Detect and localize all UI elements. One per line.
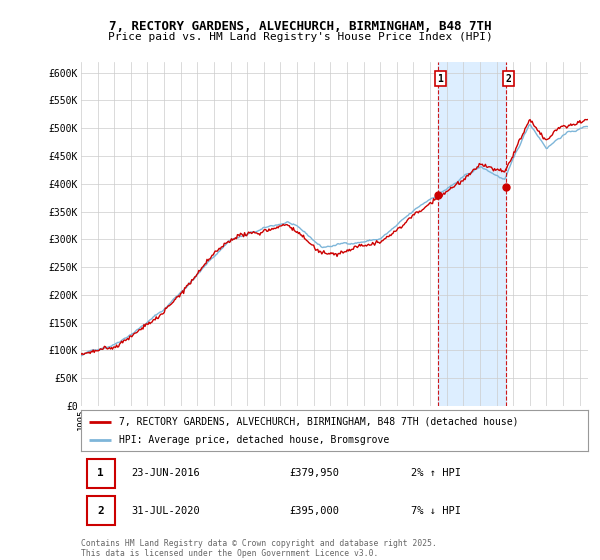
Text: 31-JUL-2020: 31-JUL-2020 [132, 506, 200, 516]
Text: £379,950: £379,950 [289, 468, 339, 478]
Text: 1: 1 [437, 74, 443, 84]
Text: 7, RECTORY GARDENS, ALVECHURCH, BIRMINGHAM, B48 7TH (detached house): 7, RECTORY GARDENS, ALVECHURCH, BIRMINGH… [119, 417, 518, 427]
Text: 7% ↓ HPI: 7% ↓ HPI [410, 506, 461, 516]
Text: 2: 2 [506, 74, 512, 84]
Text: 2: 2 [97, 506, 104, 516]
Text: £395,000: £395,000 [289, 506, 339, 516]
Bar [437, 62, 506, 406]
FancyBboxPatch shape [87, 496, 115, 525]
Text: 7, RECTORY GARDENS, ALVECHURCH, BIRMINGHAM, B48 7TH: 7, RECTORY GARDENS, ALVECHURCH, BIRMINGH… [109, 20, 491, 32]
Text: Price paid vs. HM Land Registry's House Price Index (HPI): Price paid vs. HM Land Registry's House … [107, 32, 493, 42]
FancyBboxPatch shape [87, 459, 115, 488]
Text: 23-JUN-2016: 23-JUN-2016 [132, 468, 200, 478]
Text: 2% ↑ HPI: 2% ↑ HPI [410, 468, 461, 478]
Text: 1: 1 [97, 468, 104, 478]
Text: HPI: Average price, detached house, Bromsgrove: HPI: Average price, detached house, Brom… [119, 435, 389, 445]
Text: Contains HM Land Registry data © Crown copyright and database right 2025.
This d: Contains HM Land Registry data © Crown c… [81, 539, 437, 558]
